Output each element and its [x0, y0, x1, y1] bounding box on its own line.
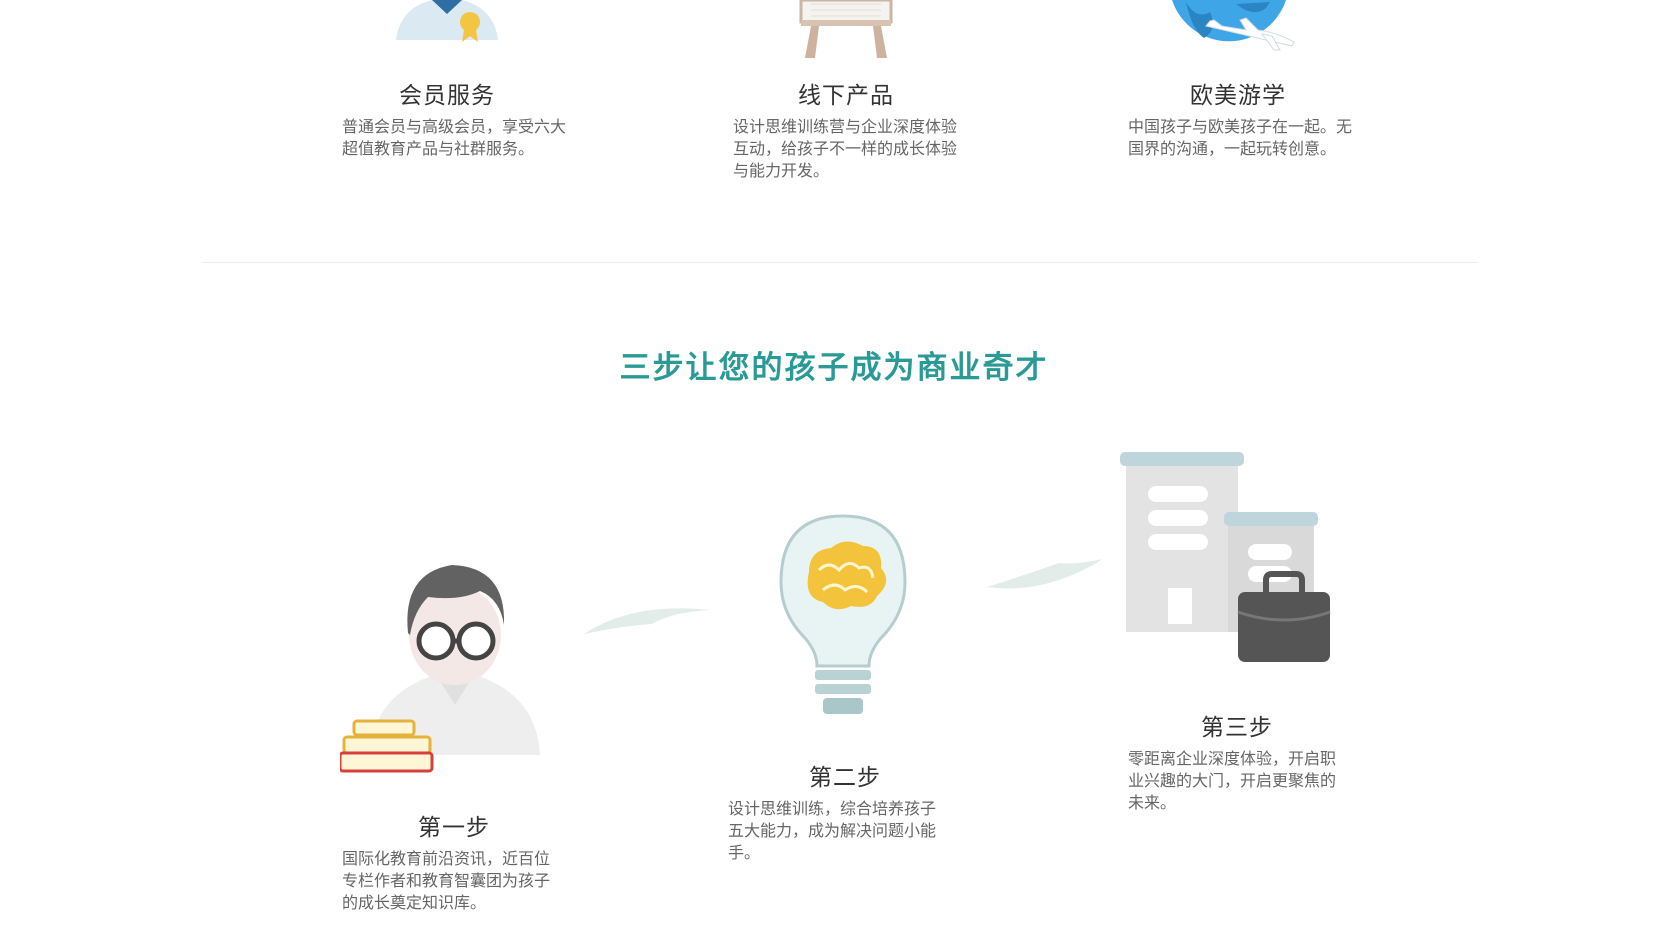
- step-desc-3: 零距离企业深度体验，开启职业兴趣的大门，开启更聚焦的未来。: [1128, 749, 1337, 812]
- swoosh-decoration-right: [987, 559, 1103, 589]
- service-desc-offline-products: 设计思维训练营与企业深度体验互动，给孩子不一样的成长体验与能力开发。: [733, 117, 958, 180]
- step-desc-2: 设计思维训练，综合培养孩子五大能力，成为解决问题小能手。: [728, 799, 937, 862]
- globe-airplane-icon: [1172, 0, 1295, 51]
- service-desc-study-abroad: 中国孩子与欧美孩子在一起。无国界的沟通，一起玩转创意。: [1128, 117, 1353, 158]
- easel-board-icon: [799, 0, 893, 58]
- scholar-with-books-icon: [340, 565, 540, 773]
- section-divider: [202, 262, 1478, 263]
- service-title-offline-products: 线下产品: [798, 83, 894, 109]
- service-desc-membership: 普通会员与高级会员，享受六大超值教育产品与社群服务。: [342, 117, 567, 158]
- swoosh-decoration-left: [584, 608, 710, 634]
- membership-badge-icon: [396, 0, 498, 42]
- lightbulb-brain-icon: [779, 514, 907, 714]
- step-title-2: 第二步: [809, 765, 881, 791]
- step-desc-1: 国际化教育前沿资讯，近百位专栏作者和教育智囊团为孩子的成长奠定知识库。: [342, 849, 551, 912]
- service-title-membership: 会员服务: [399, 83, 495, 109]
- section-heading: 三步让您的孩子成为商业奇才: [619, 350, 1049, 386]
- office-building-briefcase-icon: [1120, 452, 1331, 662]
- service-title-study-abroad: 欧美游学: [1190, 83, 1286, 109]
- step-title-3: 第三步: [1201, 715, 1273, 741]
- step-title-1: 第一步: [418, 815, 490, 841]
